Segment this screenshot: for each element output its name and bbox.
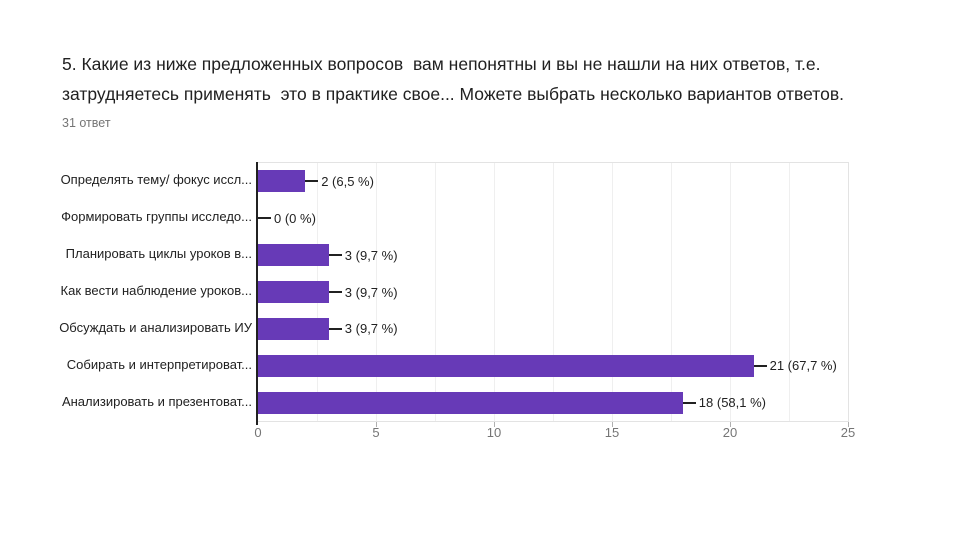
bar-value-label: 18 (58,1 %) — [698, 395, 766, 411]
x-tick-label: 0 — [254, 425, 262, 440]
x-axis-tick — [848, 422, 849, 427]
question-title: 5. Какие из ниже предложенных вопросов в… — [62, 54, 844, 104]
x-axis-labels: 0 5 10 15 20 25 — [254, 425, 855, 443]
y-axis-line — [256, 162, 258, 425]
x-axis-tick — [376, 422, 377, 427]
bar — [258, 170, 306, 193]
bar-value-label: 3 (9,7 %) — [344, 247, 398, 263]
gridline — [730, 163, 731, 421]
bar-value-label: 0 (0 %) — [274, 210, 316, 226]
bar-value: 21 (67,7 %) — [753, 357, 837, 375]
bar — [258, 354, 754, 377]
category-label: Собирать и интерпретироват... — [66, 356, 252, 372]
bar-value-label: 3 (9,7 %) — [344, 284, 398, 300]
bar-value-label: 3 (9,7 %) — [344, 321, 398, 337]
bar — [258, 391, 683, 414]
value-connector-line — [328, 254, 342, 257]
x-tick-label: 20 — [722, 425, 738, 440]
x-tick-label: 5 — [372, 425, 380, 440]
gridline — [789, 163, 790, 421]
x-axis-tick — [494, 422, 495, 427]
bar — [258, 281, 329, 303]
gridline — [494, 163, 495, 421]
x-tick-label: 25 — [840, 425, 856, 440]
category-label: Как вести наблюдение уроков... — [60, 283, 252, 298]
value-connector-line — [753, 364, 767, 367]
gridline — [553, 163, 554, 421]
x-tick-label: 10 — [486, 425, 502, 440]
bar-value: 3 (9,7 %) — [328, 283, 398, 301]
category-label: Планировать циклы уроков в... — [65, 246, 252, 262]
bar-value: 18 (58,1 %) — [682, 394, 766, 412]
x-axis-tick — [730, 422, 731, 427]
category-label: Анализировать и презентоват... — [61, 393, 252, 409]
category-label: Обсуждать и анализировать ИУ — [59, 319, 252, 335]
bar — [258, 317, 329, 340]
x-axis-tick — [612, 422, 613, 427]
bar-value-label: 2 (6,5 %) — [321, 173, 374, 189]
category-label: Формировать группы исследо... — [61, 209, 252, 225]
bar-value: 2 (6,5 %) — [305, 172, 374, 190]
value-connector-line — [258, 217, 271, 220]
bar-value: 0 (0 %) — [258, 209, 316, 227]
plot-area: 2 (6,5 %) 0 (0 %) 3 (9,7 %) 3 (9,7 %) 3 (9,7… — [258, 162, 849, 427]
bar-value: 3 (9,7 %) — [328, 246, 398, 264]
bar-value-label: 21 (67,7 %) — [769, 358, 837, 374]
value-connector-line — [305, 180, 319, 183]
bar — [258, 244, 329, 267]
category-labels: Определять тему/ фокус иссл... Формироват… — [0, 162, 252, 420]
gridline — [435, 163, 436, 421]
value-connector-line — [328, 327, 342, 330]
gridline — [612, 163, 613, 421]
gridline — [671, 163, 672, 421]
x-tick-label: 15 — [604, 425, 620, 440]
value-connector-line — [328, 291, 342, 293]
category-label: Определять тему/ фокус иссл... — [60, 172, 252, 188]
gridline — [376, 163, 377, 421]
bar-value: 3 (9,7 %) — [328, 320, 398, 338]
value-connector-line — [682, 401, 696, 404]
responses-count: 31 ответ — [62, 116, 111, 130]
